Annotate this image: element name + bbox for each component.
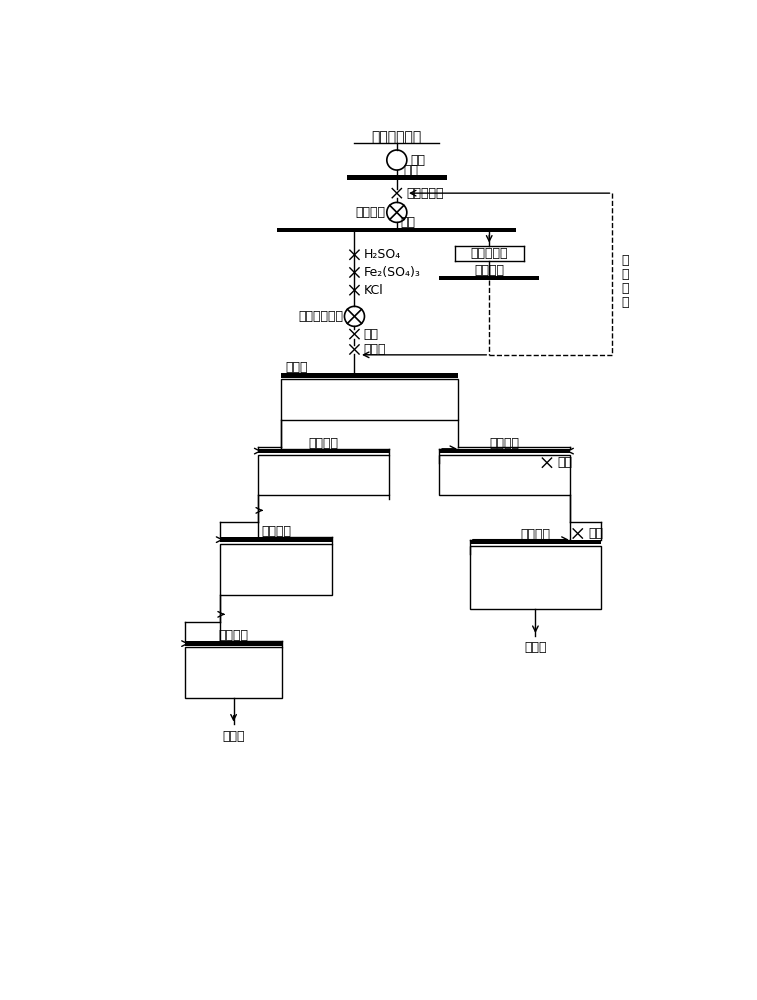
Bar bbox=[185, 647, 282, 698]
Text: 硫精矿: 硫精矿 bbox=[524, 641, 547, 654]
Text: 煤油: 煤油 bbox=[558, 456, 573, 469]
Text: 钼精选二: 钼精选二 bbox=[261, 525, 291, 538]
Text: 环: 环 bbox=[621, 268, 629, 281]
Text: 调浆: 调浆 bbox=[403, 164, 418, 177]
Bar bbox=[470, 540, 601, 544]
Bar bbox=[258, 449, 389, 453]
Text: 钼扫选一: 钼扫选一 bbox=[490, 437, 519, 450]
Text: 循: 循 bbox=[621, 254, 629, 267]
Bar bbox=[282, 373, 459, 378]
Bar bbox=[258, 455, 389, 495]
Text: 利: 利 bbox=[621, 282, 629, 295]
Text: 钼精选一: 钼精选一 bbox=[309, 437, 338, 450]
Text: 钼精矿: 钼精矿 bbox=[223, 730, 245, 742]
Text: 煤油: 煤油 bbox=[363, 328, 378, 341]
Text: 搅拌脱药: 搅拌脱药 bbox=[355, 206, 385, 219]
Bar bbox=[439, 276, 539, 280]
Bar bbox=[470, 546, 601, 609]
Bar bbox=[439, 455, 570, 495]
Text: Fe₂(SO₄)₃: Fe₂(SO₄)₃ bbox=[363, 266, 421, 279]
Bar bbox=[220, 537, 332, 542]
Text: H₂SO₄: H₂SO₄ bbox=[363, 248, 401, 261]
Text: 煤油: 煤油 bbox=[588, 527, 603, 540]
Bar bbox=[220, 544, 332, 595]
Text: KCl: KCl bbox=[363, 284, 384, 297]
Text: 清水漂洗: 清水漂洗 bbox=[474, 264, 504, 277]
Text: 磨矿: 磨矿 bbox=[411, 154, 425, 167]
Bar bbox=[439, 449, 570, 453]
Text: 钼粗选: 钼粗选 bbox=[285, 361, 307, 374]
Text: 活性炭颗粒: 活性炭颗粒 bbox=[470, 247, 508, 260]
Text: 用: 用 bbox=[621, 296, 629, 309]
Text: 二号油: 二号油 bbox=[363, 343, 386, 356]
Bar bbox=[185, 641, 282, 646]
Text: 充气搅拌钝化: 充气搅拌钝化 bbox=[298, 310, 343, 323]
Text: 钼硫混合精矿: 钼硫混合精矿 bbox=[372, 130, 422, 144]
Bar bbox=[278, 228, 516, 232]
Text: 钼扫选二: 钼扫选二 bbox=[520, 528, 550, 541]
Text: 活性炭颗粒: 活性炭颗粒 bbox=[406, 187, 444, 200]
Text: 钼精选三: 钼精选三 bbox=[219, 629, 248, 642]
Bar bbox=[282, 379, 459, 420]
Bar bbox=[347, 175, 447, 180]
Text: 隔筛: 隔筛 bbox=[400, 216, 416, 229]
